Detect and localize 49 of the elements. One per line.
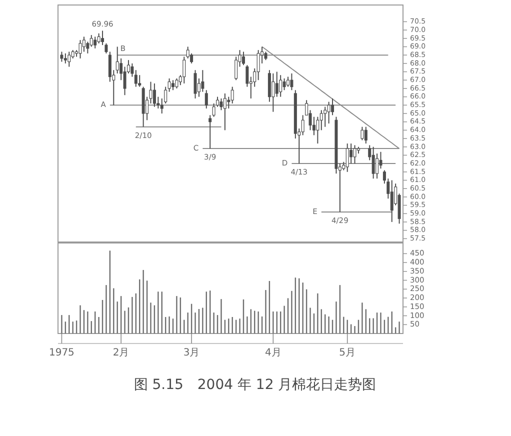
candlestick (282, 78, 286, 91)
x-tick-label: 4月 (264, 348, 282, 358)
candlestick (230, 86, 234, 104)
candlestick (360, 126, 364, 141)
candlestick (223, 92, 226, 131)
candlestick (64, 52, 67, 64)
candlestick (97, 32, 100, 44)
candlestick (279, 74, 282, 98)
candlestick (194, 70, 197, 99)
candlestick (320, 110, 323, 131)
candlestick (324, 106, 327, 128)
candlestick (152, 82, 156, 108)
candlestick (208, 114, 212, 150)
x-tick-label: 5月 (339, 348, 356, 358)
text: 图 5.15 2004 年 12 月棉花日走势图 (134, 377, 376, 393)
candlestick (78, 40, 82, 59)
candlestick (376, 153, 379, 180)
candlestick (275, 71, 278, 98)
candlestick (346, 143, 349, 172)
candlestick (234, 56, 238, 81)
candlestick (90, 34, 93, 48)
candlestick (390, 180, 394, 222)
candlestick (175, 78, 178, 89)
candlestick (372, 146, 375, 180)
candlestick (316, 116, 320, 144)
candlestick (286, 76, 290, 88)
candlestick (327, 101, 330, 124)
x-tick-label: 1975 (48, 348, 74, 358)
candlestick (246, 64, 249, 88)
candlestick (168, 78, 171, 92)
x-tick-label: 2月 (112, 348, 130, 358)
candlestick (60, 51, 64, 62)
candlestick (94, 36, 97, 49)
candlestick (68, 51, 71, 68)
candlestick (134, 70, 138, 88)
x-tick-label: 3月 (183, 348, 200, 358)
candlestick (272, 72, 275, 112)
candlestick (172, 80, 174, 91)
candlestick (331, 98, 334, 116)
candlestick (256, 50, 260, 81)
candlestick (204, 90, 208, 109)
candlestick (220, 98, 223, 111)
candlestick (130, 62, 134, 78)
candlestick (290, 72, 294, 91)
candlestick (350, 143, 353, 164)
candlestick (182, 56, 186, 84)
candlestick (364, 126, 368, 144)
candlestick (242, 51, 245, 66)
candlestick (353, 144, 356, 164)
